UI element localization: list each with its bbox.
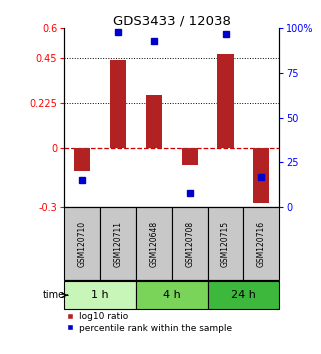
Bar: [253, 148, 269, 203]
Text: 1 h: 1 h: [91, 290, 109, 299]
Bar: [100, 207, 136, 280]
Bar: [64, 207, 100, 280]
Bar: [217, 54, 234, 148]
Bar: [136, 281, 208, 309]
Text: GSM120715: GSM120715: [221, 221, 230, 267]
Text: GSM120716: GSM120716: [257, 221, 266, 267]
Text: 4 h: 4 h: [163, 290, 181, 299]
Bar: [208, 281, 279, 309]
Legend: log10 ratio, percentile rank within the sample: log10 ratio, percentile rank within the …: [66, 312, 233, 333]
Bar: [182, 148, 198, 165]
Bar: [208, 207, 243, 280]
Bar: [64, 281, 136, 309]
Text: GSM120648: GSM120648: [149, 221, 158, 267]
Bar: [243, 207, 279, 280]
Bar: [172, 207, 208, 280]
Title: GDS3433 / 12038: GDS3433 / 12038: [113, 14, 231, 27]
Text: 24 h: 24 h: [231, 290, 256, 299]
Bar: [74, 148, 90, 171]
Text: GSM120710: GSM120710: [78, 221, 87, 267]
Text: GSM120708: GSM120708: [185, 221, 194, 267]
Bar: [110, 60, 126, 148]
Text: time: time: [43, 290, 65, 300]
Bar: [136, 207, 172, 280]
Bar: [146, 95, 162, 148]
Text: GSM120711: GSM120711: [113, 221, 123, 267]
